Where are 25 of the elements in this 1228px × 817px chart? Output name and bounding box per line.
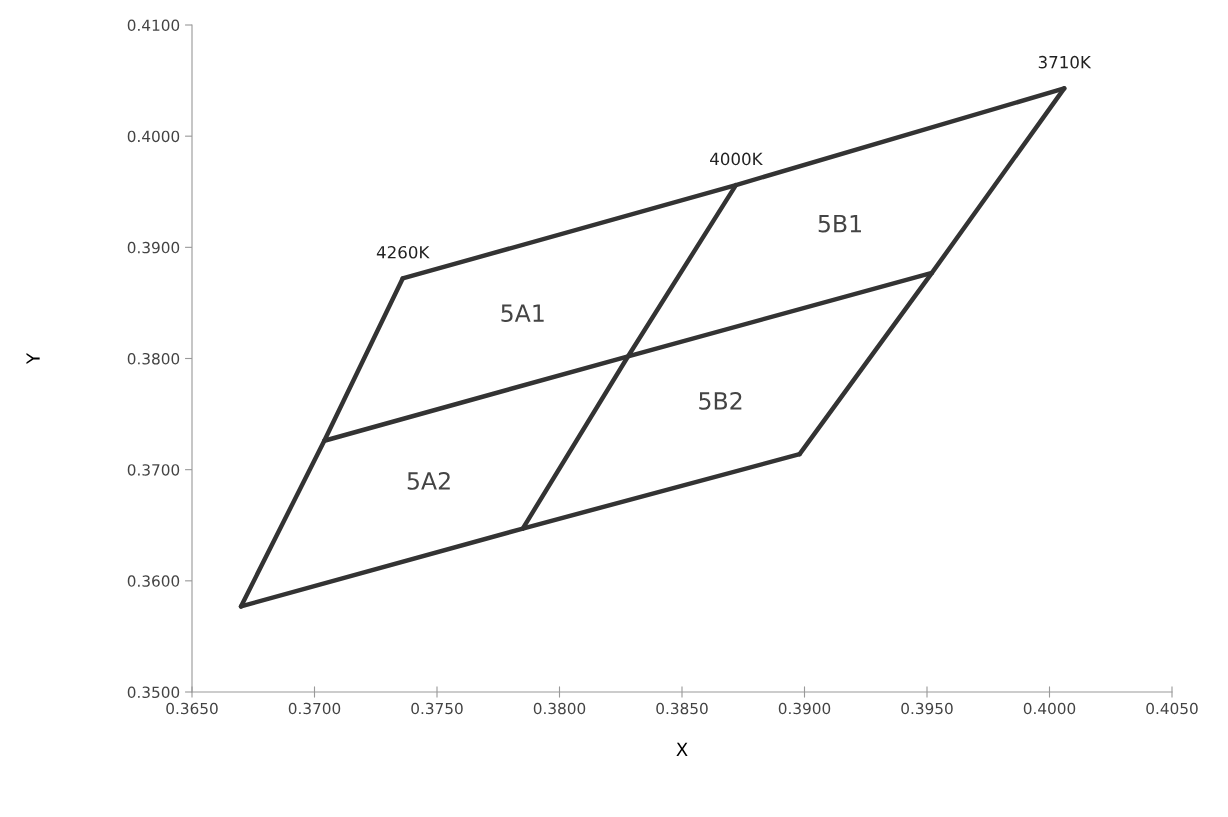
annotation: 5B2: [699, 391, 742, 410]
x-axis-title: X: [676, 742, 688, 756]
x-tick-label: 0.3900: [778, 702, 831, 715]
y-tick-label: 0.3600: [127, 575, 180, 587]
y-tick-label: 0.3800: [127, 352, 180, 365]
x-tick-label: 0.3650: [166, 702, 218, 715]
x-tick-label: 0.3950: [901, 702, 953, 715]
x-tick-label: 0.4050: [1146, 702, 1198, 715]
x-tick-label: 0.3800: [533, 702, 586, 715]
x-tick-label: 0.4000: [1023, 702, 1076, 715]
annotation: 5A2: [407, 472, 450, 490]
annotation: 5A1: [501, 304, 544, 322]
annotation: 4000K: [710, 152, 763, 166]
y-axis-title: Y: [26, 352, 40, 365]
x-tick-label: 0.3700: [288, 702, 341, 715]
annotation: 3710K: [1038, 55, 1092, 69]
y-tick-label: 0.3900: [127, 241, 180, 254]
y-tick-label: 0.3500: [127, 686, 180, 699]
y-tick-label: 0.3700: [127, 464, 180, 476]
annotation: 5B1: [818, 214, 861, 233]
y-tick-label: 0.4000: [127, 130, 180, 143]
x-tick-label: 0.3850: [656, 702, 708, 715]
annotation: 4260K: [376, 245, 430, 259]
x-tick-label: 0.3750: [411, 702, 463, 715]
y-tick-label: 0.4100: [127, 19, 180, 32]
